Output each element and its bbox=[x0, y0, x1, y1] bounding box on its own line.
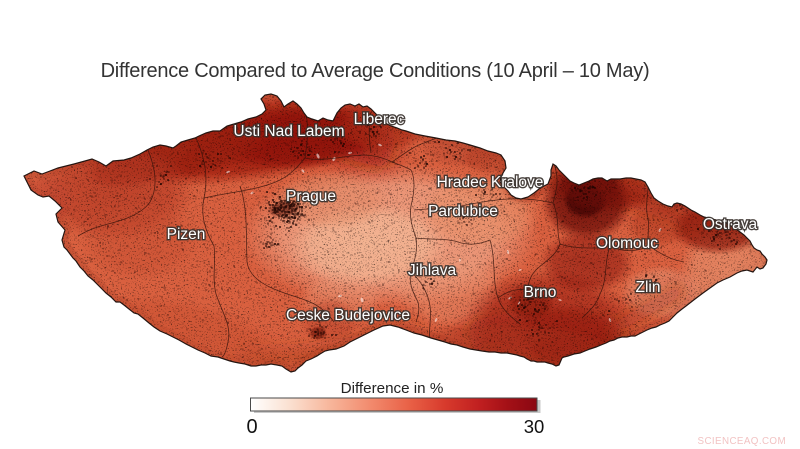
svg-text:Hradec Kralove: Hradec Kralove bbox=[437, 174, 544, 191]
svg-text:Liberec: Liberec bbox=[354, 111, 405, 128]
svg-text:Pardubice: Pardubice bbox=[428, 203, 498, 220]
svg-text:Difference Compared to Average: Difference Compared to Average Condition… bbox=[101, 60, 650, 82]
svg-text:30: 30 bbox=[524, 416, 545, 437]
svg-text:Ceske Budejovice: Ceske Budejovice bbox=[286, 307, 410, 324]
svg-text:Pizen: Pizen bbox=[167, 226, 206, 243]
svg-text:0: 0 bbox=[246, 416, 257, 438]
svg-text:Ostrava: Ostrava bbox=[703, 216, 758, 233]
svg-text:Usti Nad Labem: Usti Nad Labem bbox=[233, 123, 344, 140]
svg-text:Olomouc: Olomouc bbox=[596, 235, 658, 252]
svg-text:SCIENCEAQ.COM: SCIENCEAQ.COM bbox=[698, 436, 786, 447]
svg-text:Brno: Brno bbox=[524, 284, 557, 301]
svg-text:Difference in %: Difference in % bbox=[341, 380, 444, 397]
svg-text:Jihlava: Jihlava bbox=[408, 262, 457, 279]
svg-text:Zlin: Zlin bbox=[636, 279, 661, 296]
svg-text:Prague: Prague bbox=[286, 188, 336, 205]
